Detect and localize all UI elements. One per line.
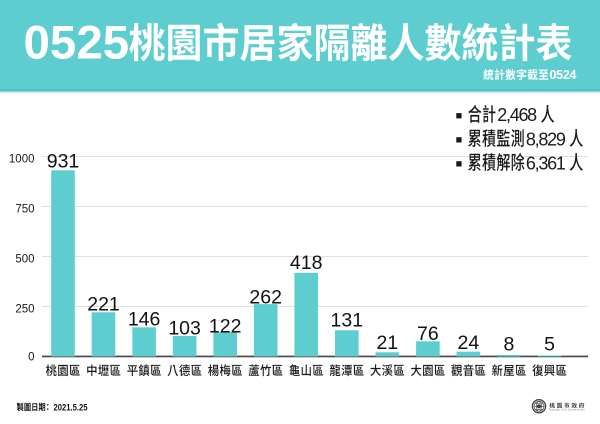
- svg-text:500: 500: [15, 253, 34, 265]
- svg-text:21: 21: [376, 332, 398, 354]
- svg-text:0524: 0524: [550, 68, 577, 82]
- svg-text:8: 8: [503, 334, 514, 356]
- svg-text:122: 122: [209, 315, 242, 337]
- svg-text:0: 0: [28, 352, 34, 364]
- svg-text:750: 750: [15, 203, 34, 215]
- svg-text:8,829: 8,829: [526, 129, 566, 149]
- svg-text:221: 221: [87, 294, 120, 316]
- svg-text:1000: 1000: [9, 153, 35, 165]
- svg-text:103: 103: [168, 318, 201, 340]
- svg-text:76: 76: [417, 323, 439, 345]
- svg-text:146: 146: [128, 309, 161, 331]
- svg-text:6,361: 6,361: [526, 153, 566, 173]
- svg-text:2021.5.25: 2021.5.25: [54, 402, 88, 412]
- svg-text:131: 131: [331, 310, 364, 332]
- svg-text:418: 418: [290, 252, 323, 274]
- svg-text:24: 24: [458, 332, 480, 354]
- svg-text:5: 5: [544, 334, 555, 356]
- svg-text:0525: 0525: [24, 17, 130, 70]
- svg-text:Taoyuan City Government: Taoyuan City Government: [549, 409, 586, 412]
- svg-text:262: 262: [249, 287, 282, 309]
- svg-text:250: 250: [15, 303, 34, 315]
- svg-text:2,468: 2,468: [497, 105, 537, 125]
- svg-text:931: 931: [47, 151, 80, 173]
